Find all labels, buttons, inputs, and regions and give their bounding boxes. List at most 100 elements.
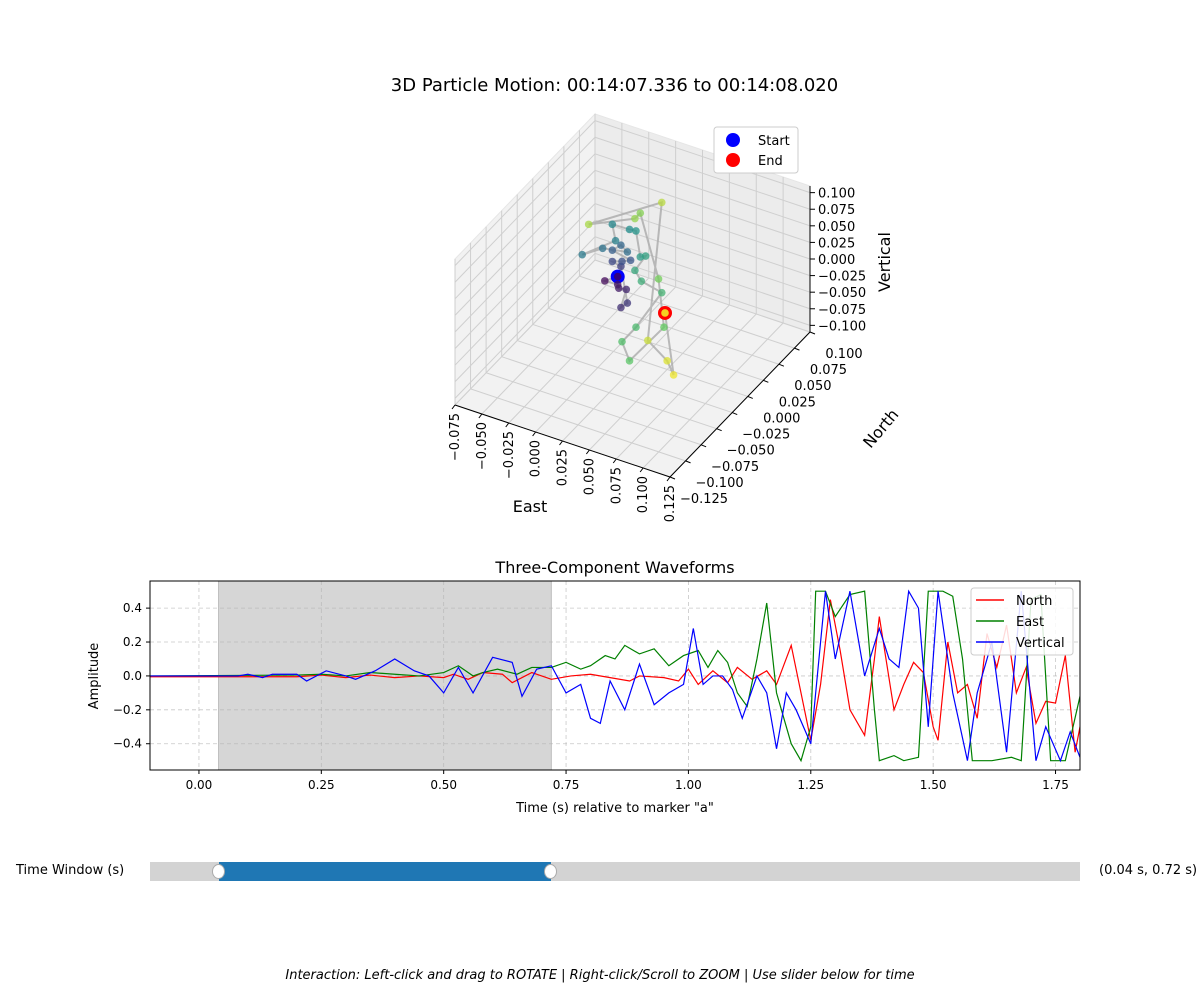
time-window-slider[interactable] — [150, 862, 1080, 881]
grid-line — [594, 136, 811, 210]
north-tick — [763, 379, 769, 383]
vertical-tick-label: −0.075 — [818, 303, 866, 318]
grid-line — [594, 186, 811, 260]
grid-line — [594, 153, 811, 227]
north-tick-label: 0.050 — [794, 379, 831, 394]
series-line-vertical — [150, 589, 1080, 763]
grid-line — [548, 307, 764, 381]
north-tick-label: 0.075 — [810, 363, 847, 378]
legend-marker-end — [726, 153, 740, 167]
particle-point — [636, 209, 645, 217]
east-tick — [639, 467, 644, 473]
x-tick-label: 0.75 — [553, 778, 580, 792]
particle-point — [654, 275, 663, 283]
grid-line — [517, 340, 733, 414]
particle-point — [644, 336, 652, 345]
particle-point — [625, 225, 634, 234]
east-axis-label: East — [513, 497, 548, 516]
north-tick — [685, 460, 691, 464]
particle-point — [618, 257, 626, 266]
east-tick-label: −0.050 — [475, 422, 490, 470]
y-tick-label: 0.0 — [123, 669, 142, 683]
east-tick — [666, 476, 671, 482]
grid-line — [454, 259, 596, 406]
north-tick-label: 0.000 — [763, 411, 800, 426]
east-tick — [585, 449, 590, 455]
x-axis-label: Time (s) relative to marker "a" — [515, 801, 714, 816]
vertical-tick-label: 0.100 — [818, 187, 855, 202]
slider-fill — [218, 862, 552, 881]
x-tick-label: 1.50 — [920, 778, 947, 792]
x-tick-label: 0.25 — [308, 778, 335, 792]
legend-marker-start — [726, 133, 740, 147]
particle-point — [637, 277, 646, 285]
east-tick-label: 0.000 — [529, 440, 544, 477]
grid-line — [535, 286, 676, 433]
north-tick-label: −0.050 — [727, 444, 775, 459]
slider-handle-high[interactable] — [544, 864, 558, 879]
north-tick — [716, 428, 722, 432]
grid-line — [563, 291, 780, 365]
particle-point — [618, 337, 626, 346]
particle-point — [632, 227, 640, 235]
east-tick-label: −0.075 — [448, 413, 463, 461]
east-tick — [451, 404, 456, 410]
vertical-tick-label: 0.025 — [818, 236, 855, 251]
north-tick-label: 0.100 — [825, 347, 862, 362]
particle-point — [631, 266, 639, 275]
particle-point — [623, 248, 632, 256]
particle-point — [613, 272, 622, 281]
vertical-tick-label: −0.050 — [818, 286, 866, 301]
particle-point — [584, 220, 593, 229]
particle-point — [608, 246, 617, 255]
vertical-tick-label: 0.000 — [818, 253, 855, 268]
east-tick-label: 0.050 — [582, 458, 597, 495]
y-axis-label: Amplitude — [87, 643, 102, 710]
particle-point — [641, 252, 650, 260]
plot-frame — [149, 580, 1081, 771]
legend-label: Vertical — [1016, 636, 1065, 651]
x-tick-label: 1.75 — [1042, 778, 1069, 792]
particle-point — [623, 299, 632, 307]
grid-line — [594, 169, 811, 243]
y-tick-label: 0.4 — [123, 601, 142, 615]
grid-line — [615, 313, 757, 460]
vertical-tick-label: 0.050 — [818, 220, 855, 235]
grid-line — [485, 372, 702, 446]
grid-line — [589, 304, 730, 451]
particle-point — [608, 220, 617, 229]
particle-point — [622, 285, 631, 294]
particle-point — [608, 257, 617, 266]
grid-line — [454, 153, 596, 300]
grid-line — [594, 120, 811, 194]
grid-line — [470, 388, 686, 462]
particle-motion-3d-plot[interactable]: −0.075 −0.050 −0.025 0.000 0.025 0.050 0.075 0.… — [0, 0, 1200, 545]
legend-box-waveform — [970, 587, 1074, 656]
grid-line — [454, 203, 596, 349]
east-tick-label: 0.100 — [636, 476, 651, 513]
east-tick-label: 0.075 — [609, 467, 624, 504]
particle-point — [601, 277, 609, 285]
x-tick-label: 0.50 — [430, 778, 457, 792]
grid-line — [454, 120, 596, 266]
y-tick-label: 0.2 — [123, 635, 142, 649]
east-tick — [612, 458, 617, 464]
east-tick — [478, 413, 483, 419]
grid-line — [454, 170, 596, 316]
particle-point — [657, 288, 666, 297]
grid-line — [562, 295, 703, 442]
slider-handle-low[interactable] — [211, 864, 225, 879]
grid-line — [481, 268, 623, 415]
grid-line — [594, 236, 811, 310]
particle-point — [663, 357, 671, 365]
interaction-hint: Interaction: Left-click and drag to ROTA… — [285, 968, 915, 983]
particle-point — [578, 250, 587, 259]
series-line-east — [150, 590, 1080, 763]
grid-line — [594, 252, 811, 326]
north-tick-label: −0.075 — [711, 460, 759, 475]
particle-point — [660, 323, 668, 332]
particle-point — [611, 236, 620, 245]
y-tick-label: −0.2 — [113, 703, 142, 717]
grid-line — [454, 253, 596, 399]
